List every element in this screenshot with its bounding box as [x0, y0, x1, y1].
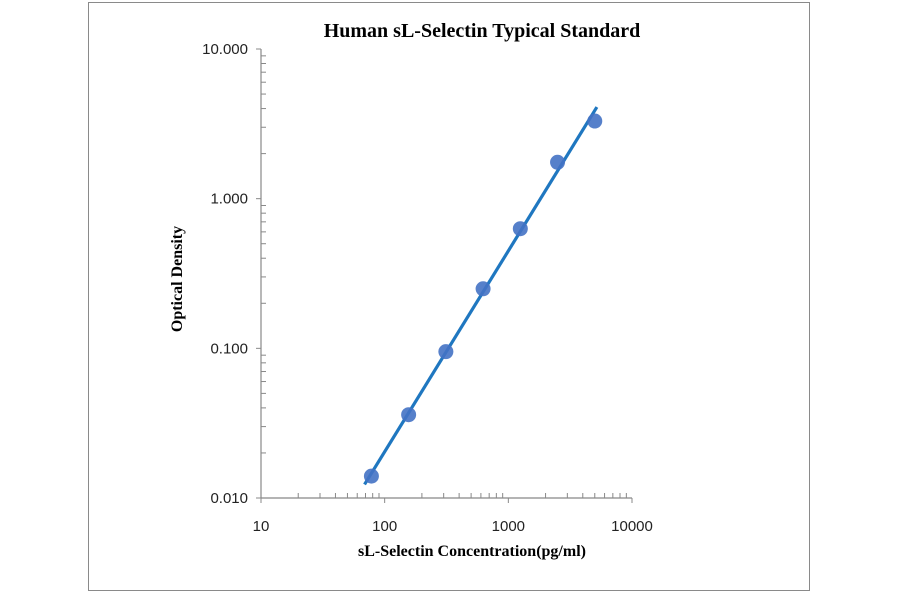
data-point [587, 113, 603, 129]
data-point [550, 154, 566, 170]
tick-labels: 10 100 1000 10000 0.010 0.100 1.000 10.000 [202, 41, 653, 535]
data-point [401, 407, 417, 423]
x-axis-title: sL-Selectin Concentration(pg/ml) [358, 543, 586, 560]
data-marks [363, 106, 603, 486]
data-point [475, 281, 491, 297]
y-axis-title: Optical Density [169, 226, 186, 332]
y-tick-label: 10.000 [202, 41, 248, 58]
data-point [512, 221, 528, 237]
x-tick-label: 10 [253, 518, 270, 535]
y-tick-label: 1.000 [210, 191, 248, 208]
x-tick-label: 100 [372, 518, 397, 535]
x-tick-label: 1000 [492, 518, 525, 535]
y-tick-label: 0.100 [210, 340, 248, 357]
x-tick-label: 10000 [611, 518, 653, 535]
axes [256, 48, 633, 503]
y-tick-label: 0.010 [210, 490, 248, 507]
data-point [438, 344, 454, 360]
chart-frame [88, 2, 810, 591]
data-point [363, 468, 379, 484]
chart-title: Human sL-Selectin Typical Standard [324, 20, 641, 42]
